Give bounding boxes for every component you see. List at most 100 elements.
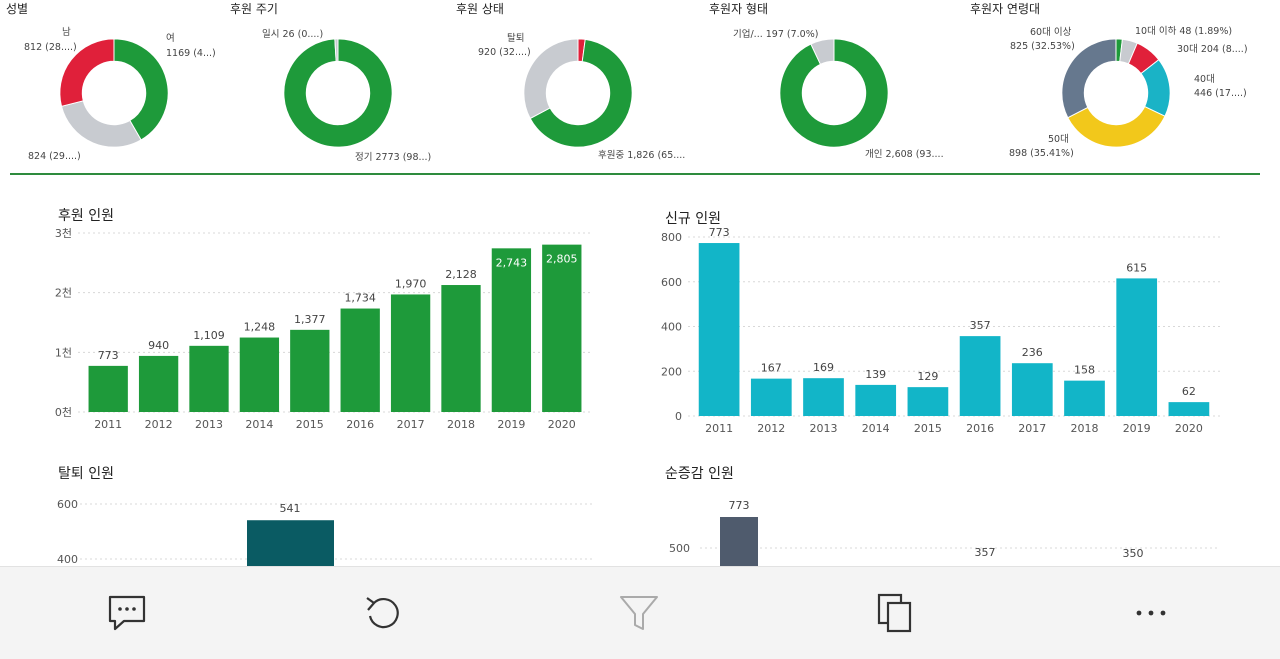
bar[interactable] (491, 248, 532, 412)
more-icon (1136, 610, 1166, 616)
chart-title-net: 순증감 인원 (665, 466, 734, 482)
bar[interactable] (542, 244, 582, 412)
chart-title-new: 신규 인원 (665, 211, 721, 227)
filter-button[interactable] (615, 589, 663, 637)
bar[interactable] (88, 365, 128, 412)
bottom-toolbar (0, 566, 1280, 659)
bar[interactable] (247, 520, 334, 567)
donut-slice[interactable] (1061, 38, 1117, 119)
donut-slice[interactable] (60, 100, 142, 148)
bar[interactable] (189, 345, 229, 412)
donut-chart[interactable] (282, 37, 394, 149)
label-60s-value: 825 (32.53%) (1010, 41, 1075, 52)
donut-slice[interactable] (529, 38, 633, 148)
bar[interactable] (340, 308, 380, 412)
bar[interactable] (239, 337, 280, 412)
data-label: 357 (975, 546, 996, 559)
donut-gender[interactable]: 성별 남 812 (28....) 여 1169 (4...) 824 (29.… (0, 0, 225, 170)
x-tick-label: 2012 (145, 418, 173, 431)
label-withdrawn-value: 920 (32....) (478, 47, 531, 58)
data-label: 1,970 (395, 277, 427, 290)
donut-slice[interactable] (283, 38, 393, 148)
duplicate-button[interactable] (872, 589, 920, 637)
label-30s: 30대 204 (8....) (1177, 44, 1248, 55)
label-active: 후원중 1,826 (65.... (598, 150, 686, 161)
bar[interactable] (1011, 363, 1053, 416)
data-label: 615 (1126, 261, 1147, 274)
x-tick-label: 2016 (966, 422, 994, 435)
y-tick-label: 0천 (55, 405, 72, 419)
donut-title: 후원 상태 (456, 2, 504, 16)
more-button[interactable] (1127, 589, 1175, 637)
donut-slice[interactable] (810, 38, 835, 65)
bar[interactable] (290, 329, 330, 412)
label-female: 여 (166, 33, 175, 44)
copy-icon (877, 593, 912, 633)
x-tick-label: 2013 (810, 422, 838, 435)
donut-slice[interactable] (334, 38, 339, 62)
donut-chart[interactable] (778, 37, 890, 149)
donut-chart[interactable] (1060, 37, 1172, 149)
donut-slice[interactable] (1067, 105, 1166, 148)
y-tick-label: 3천 (55, 226, 72, 240)
bar[interactable] (390, 294, 431, 412)
bar[interactable] (803, 378, 844, 416)
x-tick-label: 2018 (1071, 422, 1099, 435)
bar[interactable] (1064, 380, 1105, 416)
donut-slice[interactable] (523, 38, 579, 120)
data-label: 541 (280, 502, 301, 515)
data-label: 158 (1074, 364, 1095, 377)
bar[interactable] (959, 336, 1001, 416)
x-tick-label: 2017 (1018, 422, 1046, 435)
x-tick-label: 2011 (94, 418, 122, 431)
x-tick-label: 2018 (447, 418, 475, 431)
bar[interactable] (907, 387, 949, 416)
x-tick-label: 2020 (1175, 422, 1203, 435)
bar[interactable] (1168, 402, 1210, 416)
donut-slice[interactable] (59, 38, 115, 107)
y-tick-label: 200 (661, 365, 682, 378)
y-tick-label: 1천 (55, 345, 72, 359)
bar-chart-net[interactable]: 500 773 357 350 (648, 482, 1228, 567)
undo-button[interactable] (360, 589, 408, 637)
x-tick-label: 2013 (195, 418, 223, 431)
y-tick-label: 600 (57, 498, 78, 511)
y-tick-label: 400 (661, 321, 682, 334)
section-divider (10, 173, 1260, 175)
bar[interactable] (698, 243, 740, 416)
x-tick-label: 2015 (296, 418, 324, 431)
data-label: 129 (917, 370, 938, 383)
data-label: 357 (970, 319, 991, 332)
bar[interactable] (441, 285, 481, 412)
bar[interactable] (750, 378, 792, 416)
donut-slice[interactable] (779, 38, 889, 148)
donut-cycle[interactable]: 후원 주기 일시 26 (0....) 정기 2773 (98...) (225, 0, 455, 170)
donut-age[interactable]: 후원자 연령대 60대 이상 825 (32.53%) 10대 이하 48 (1… (965, 0, 1265, 170)
label-corporate: 기업/... 197 (7.0%) (733, 29, 819, 40)
donut-status[interactable]: 후원 상태 탈퇴 920 (32....) 후원중 1,826 (65.... (455, 0, 705, 170)
bar[interactable] (1116, 278, 1158, 416)
donut-title: 후원 주기 (230, 2, 278, 16)
undo-icon (366, 597, 399, 629)
comment-icon (108, 595, 146, 631)
bar-chart-new[interactable]: 0 200 400 600 800 773 2011 167 2012 169 2013 139 201… (648, 225, 1228, 450)
data-label: 1,734 (344, 292, 376, 305)
bar[interactable] (855, 384, 897, 416)
donut-chart[interactable] (522, 37, 634, 149)
donut-slice[interactable] (113, 38, 169, 141)
bar-chart-total[interactable]: 0천 1천 2천 3천 773 2011 940 2012 1,109 2013 1,248 2014… (40, 222, 600, 447)
comment-button[interactable] (104, 589, 152, 637)
x-tick-label: 2016 (346, 418, 374, 431)
bar[interactable] (138, 355, 179, 412)
donut-chart[interactable] (58, 37, 170, 149)
label-10s: 10대 이하 48 (1.89%) (1135, 26, 1233, 37)
label-female-value: 1169 (4...) (166, 48, 216, 59)
data-label: 1,109 (193, 329, 225, 342)
label-50s-value: 898 (35.41%) (1009, 148, 1074, 159)
bar-chart-withdrawn[interactable]: 600 400 541 (40, 482, 600, 567)
bar[interactable] (720, 517, 758, 567)
data-label: 1,377 (294, 313, 326, 326)
data-label: 2,805 (546, 253, 578, 266)
donut-type[interactable]: 후원자 형태 기업/... 197 (7.0%) 개인 2,608 (93...… (705, 0, 965, 170)
data-label: 236 (1022, 346, 1043, 359)
